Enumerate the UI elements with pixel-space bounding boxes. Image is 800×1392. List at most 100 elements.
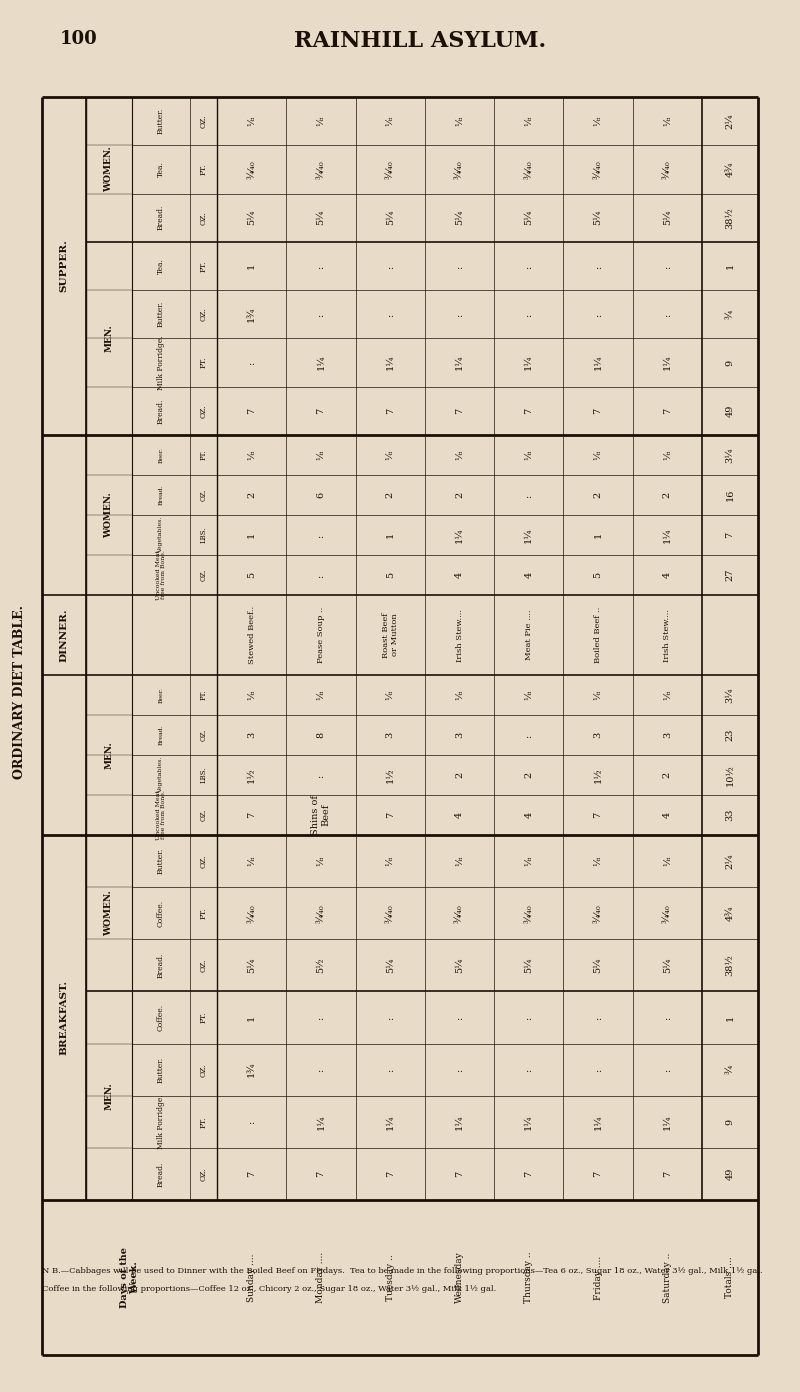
Text: Meat Pie ....: Meat Pie .... xyxy=(525,610,533,660)
Text: OZ.: OZ. xyxy=(199,489,207,501)
Text: 1: 1 xyxy=(726,1015,734,1020)
Text: ⅛: ⅛ xyxy=(663,451,672,459)
Text: 7: 7 xyxy=(726,532,734,539)
Text: 1¼: 1¼ xyxy=(524,1114,534,1129)
Text: ¾⁄₄₀: ¾⁄₄₀ xyxy=(455,160,464,178)
Text: ¾⁄₄₀: ¾⁄₄₀ xyxy=(594,903,602,923)
Text: :: : xyxy=(317,1068,326,1072)
Text: Days of the
Week.: Days of the Week. xyxy=(120,1247,139,1308)
Text: Thursday ..: Thursday .. xyxy=(524,1251,534,1303)
Text: 3¼: 3¼ xyxy=(726,447,734,462)
Text: :: : xyxy=(524,264,534,267)
Text: 5¼: 5¼ xyxy=(455,958,464,973)
Text: 2: 2 xyxy=(247,491,256,498)
Text: 5¼: 5¼ xyxy=(386,210,394,226)
Text: ⅛: ⅛ xyxy=(247,117,256,125)
Text: ¾⁄₄₀: ¾⁄₄₀ xyxy=(455,903,464,923)
Text: :: : xyxy=(455,313,464,316)
Text: :: : xyxy=(524,1068,534,1072)
Text: 5¼: 5¼ xyxy=(663,210,672,226)
Text: ⅛: ⅛ xyxy=(663,856,672,866)
Text: Uncooked Meat
free from Bone.: Uncooked Meat free from Bone. xyxy=(155,791,166,839)
Text: :: : xyxy=(594,264,602,267)
Text: ⅛: ⅛ xyxy=(386,690,394,700)
Text: 9: 9 xyxy=(726,1119,734,1125)
Text: Milk Porridge.: Milk Porridge. xyxy=(157,1094,165,1150)
Text: 5½: 5½ xyxy=(317,958,326,973)
Text: 100: 100 xyxy=(60,31,98,47)
Text: Wednesday: Wednesday xyxy=(455,1251,464,1303)
Text: 2¼: 2¼ xyxy=(726,113,734,129)
Text: 5¼: 5¼ xyxy=(594,210,602,226)
Text: Bread.: Bread. xyxy=(158,484,163,505)
Text: 38½: 38½ xyxy=(726,207,734,228)
Text: 1¼: 1¼ xyxy=(317,1114,326,1129)
Text: 23: 23 xyxy=(726,729,734,742)
Text: OZ.: OZ. xyxy=(199,210,207,224)
Text: ⅛: ⅛ xyxy=(594,690,602,700)
Text: 5¼: 5¼ xyxy=(455,210,464,226)
Text: 7: 7 xyxy=(386,408,394,413)
Text: 1: 1 xyxy=(247,532,256,539)
Text: 1¼: 1¼ xyxy=(524,355,534,370)
Text: ⅛: ⅛ xyxy=(594,451,602,459)
Text: 3: 3 xyxy=(663,732,672,738)
Text: OZ.: OZ. xyxy=(199,114,207,128)
Text: 4: 4 xyxy=(663,812,672,818)
Text: ¾⁄₄₀: ¾⁄₄₀ xyxy=(386,903,394,923)
Text: ¾: ¾ xyxy=(726,309,734,319)
Text: 7: 7 xyxy=(455,408,464,413)
Text: 5: 5 xyxy=(386,572,394,578)
Text: Tea.: Tea. xyxy=(157,161,165,177)
Text: MEN.: MEN. xyxy=(105,1082,114,1109)
Text: 1¼: 1¼ xyxy=(386,355,394,370)
Text: 7: 7 xyxy=(663,408,672,413)
Text: ¾⁄₄₀: ¾⁄₄₀ xyxy=(594,160,602,178)
Text: :: : xyxy=(524,1016,534,1019)
Text: 5¼: 5¼ xyxy=(594,958,602,973)
Text: :: : xyxy=(663,313,672,316)
Text: ⅛: ⅛ xyxy=(247,690,256,700)
Text: Butter.: Butter. xyxy=(157,109,165,134)
Text: Uncooked Meat
free from Bone.: Uncooked Meat free from Bone. xyxy=(155,550,166,600)
Text: 33: 33 xyxy=(726,809,734,821)
Text: ¾⁄₄₀: ¾⁄₄₀ xyxy=(663,160,672,178)
Text: 8: 8 xyxy=(317,732,326,738)
Text: 7: 7 xyxy=(247,408,256,413)
Text: 5¼: 5¼ xyxy=(524,958,534,973)
Text: ⅛: ⅛ xyxy=(455,117,464,125)
Text: 3: 3 xyxy=(386,732,394,738)
Text: Beer.: Beer. xyxy=(158,688,163,703)
Text: ¾⁄₄₀: ¾⁄₄₀ xyxy=(317,160,326,178)
Text: Bread.: Bread. xyxy=(157,398,165,423)
Text: DINNER.: DINNER. xyxy=(59,608,69,661)
Text: 1¼: 1¼ xyxy=(455,528,464,543)
Text: 1¼: 1¼ xyxy=(386,1114,394,1129)
Text: Vegetables.: Vegetables. xyxy=(158,516,163,553)
Text: :: : xyxy=(317,774,326,777)
Text: ⅛: ⅛ xyxy=(386,117,394,125)
Text: :: : xyxy=(455,264,464,267)
Text: 27: 27 xyxy=(726,569,734,582)
Text: ¾⁄₄₀: ¾⁄₄₀ xyxy=(317,903,326,923)
Text: Boiled Beef ..: Boiled Beef .. xyxy=(594,607,602,663)
Text: ⅛: ⅛ xyxy=(247,451,256,459)
Text: Beer.: Beer. xyxy=(158,447,163,464)
Text: :: : xyxy=(455,1016,464,1019)
Text: Irish Stew....: Irish Stew.... xyxy=(455,608,463,661)
Text: 3¼: 3¼ xyxy=(726,688,734,703)
Text: 1¾: 1¾ xyxy=(247,306,256,322)
Text: 4: 4 xyxy=(455,572,464,578)
Text: 10½: 10½ xyxy=(726,764,734,786)
Text: ¾⁄₄₀: ¾⁄₄₀ xyxy=(524,903,534,923)
Text: 49: 49 xyxy=(726,405,734,418)
Text: 7: 7 xyxy=(594,408,602,413)
Text: 38½: 38½ xyxy=(726,955,734,976)
Text: :: : xyxy=(317,1016,326,1019)
Text: Sunday ....: Sunday .... xyxy=(247,1253,256,1302)
Text: Coffee in the following proportions—Coffee 12 oz., Chicory 2 oz., Sugar 18 oz., : Coffee in the following proportions—Coff… xyxy=(42,1285,496,1293)
Text: OZ.: OZ. xyxy=(199,855,207,869)
Text: Friday ....: Friday .... xyxy=(594,1256,602,1300)
Text: Bread.: Bread. xyxy=(157,1161,165,1186)
Text: Irish Stew....: Irish Stew.... xyxy=(663,608,671,661)
